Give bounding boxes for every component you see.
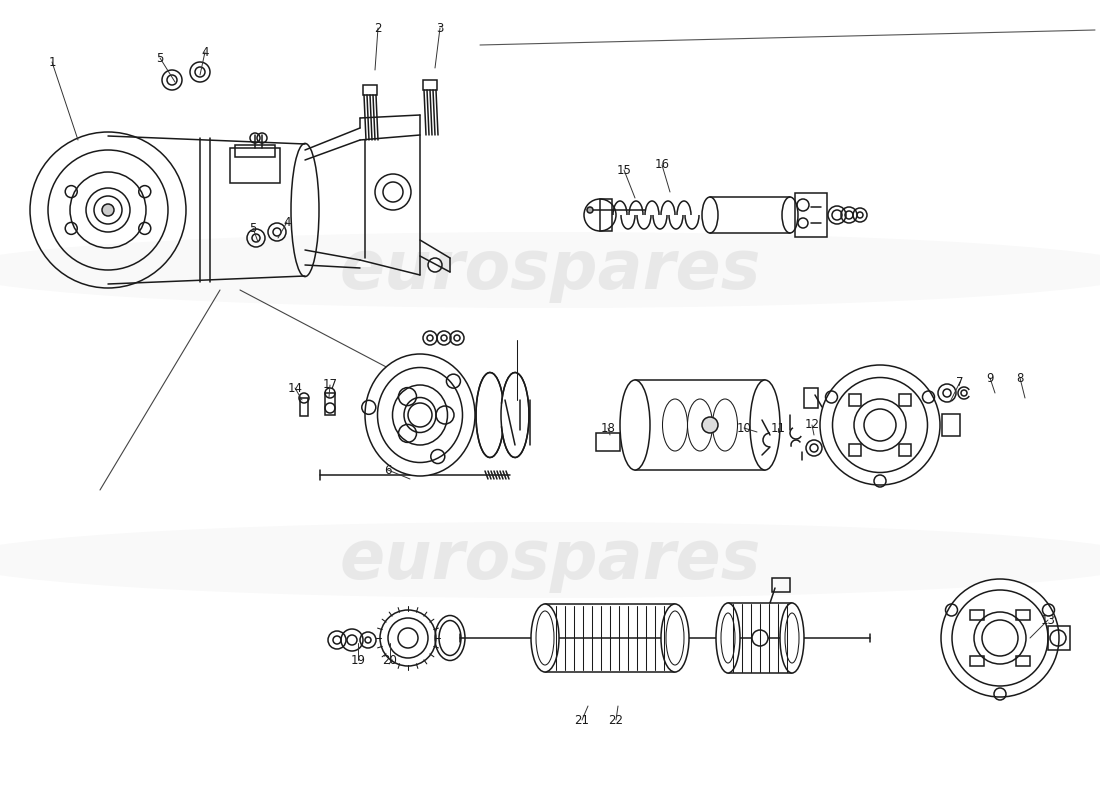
- Bar: [1016, 656, 1031, 666]
- Text: 5: 5: [250, 222, 256, 234]
- Ellipse shape: [750, 380, 780, 470]
- Text: 11: 11: [770, 422, 785, 434]
- Bar: [363, 85, 377, 95]
- Text: 15: 15: [617, 163, 631, 177]
- Bar: [970, 610, 983, 620]
- Bar: [230, 148, 280, 183]
- Bar: [772, 578, 790, 592]
- Text: 17: 17: [322, 378, 338, 391]
- Text: 3: 3: [437, 22, 443, 34]
- Circle shape: [752, 630, 768, 646]
- Bar: [1016, 610, 1031, 620]
- Text: 4: 4: [201, 46, 209, 58]
- Bar: [235, 145, 275, 157]
- Text: 6: 6: [384, 463, 392, 477]
- Ellipse shape: [393, 385, 448, 445]
- Text: 8: 8: [1016, 371, 1024, 385]
- Text: 7: 7: [956, 375, 964, 389]
- Text: 20: 20: [383, 654, 397, 666]
- Circle shape: [864, 409, 896, 441]
- Ellipse shape: [476, 373, 504, 458]
- Bar: [849, 444, 861, 456]
- Ellipse shape: [661, 604, 689, 672]
- Bar: [899, 444, 911, 456]
- Circle shape: [702, 417, 718, 433]
- Bar: [899, 394, 911, 406]
- Bar: [600, 199, 612, 231]
- Text: 14: 14: [287, 382, 303, 394]
- Text: 16: 16: [654, 158, 670, 171]
- Ellipse shape: [820, 365, 940, 485]
- Text: 13: 13: [1041, 614, 1055, 626]
- Bar: [324, 393, 336, 415]
- Bar: [424, 80, 437, 90]
- Ellipse shape: [500, 373, 529, 458]
- Text: 5: 5: [156, 51, 164, 65]
- Text: eurospares: eurospares: [339, 237, 761, 303]
- Text: 12: 12: [804, 418, 820, 431]
- Ellipse shape: [0, 232, 1100, 308]
- Bar: [849, 394, 861, 406]
- Ellipse shape: [716, 603, 740, 673]
- Text: 2: 2: [374, 22, 382, 34]
- Ellipse shape: [620, 380, 650, 470]
- Text: eurospares: eurospares: [339, 527, 761, 593]
- Circle shape: [102, 204, 114, 216]
- Text: 21: 21: [574, 714, 590, 726]
- Bar: [804, 388, 818, 408]
- Ellipse shape: [0, 522, 1100, 598]
- Ellipse shape: [365, 354, 475, 476]
- Text: 22: 22: [608, 714, 624, 726]
- Circle shape: [587, 207, 593, 213]
- Bar: [300, 398, 308, 416]
- Ellipse shape: [531, 604, 559, 672]
- Bar: [596, 433, 620, 451]
- Text: 19: 19: [351, 654, 365, 666]
- Text: 4: 4: [284, 215, 290, 229]
- Circle shape: [982, 620, 1018, 656]
- Text: 1: 1: [48, 55, 56, 69]
- Bar: [795, 193, 827, 237]
- Bar: [1048, 626, 1070, 650]
- Ellipse shape: [940, 579, 1059, 697]
- Text: 10: 10: [737, 422, 751, 434]
- Text: 9: 9: [987, 371, 993, 385]
- Bar: [970, 656, 983, 666]
- Text: 18: 18: [601, 422, 615, 434]
- Bar: [942, 414, 960, 436]
- Ellipse shape: [780, 603, 804, 673]
